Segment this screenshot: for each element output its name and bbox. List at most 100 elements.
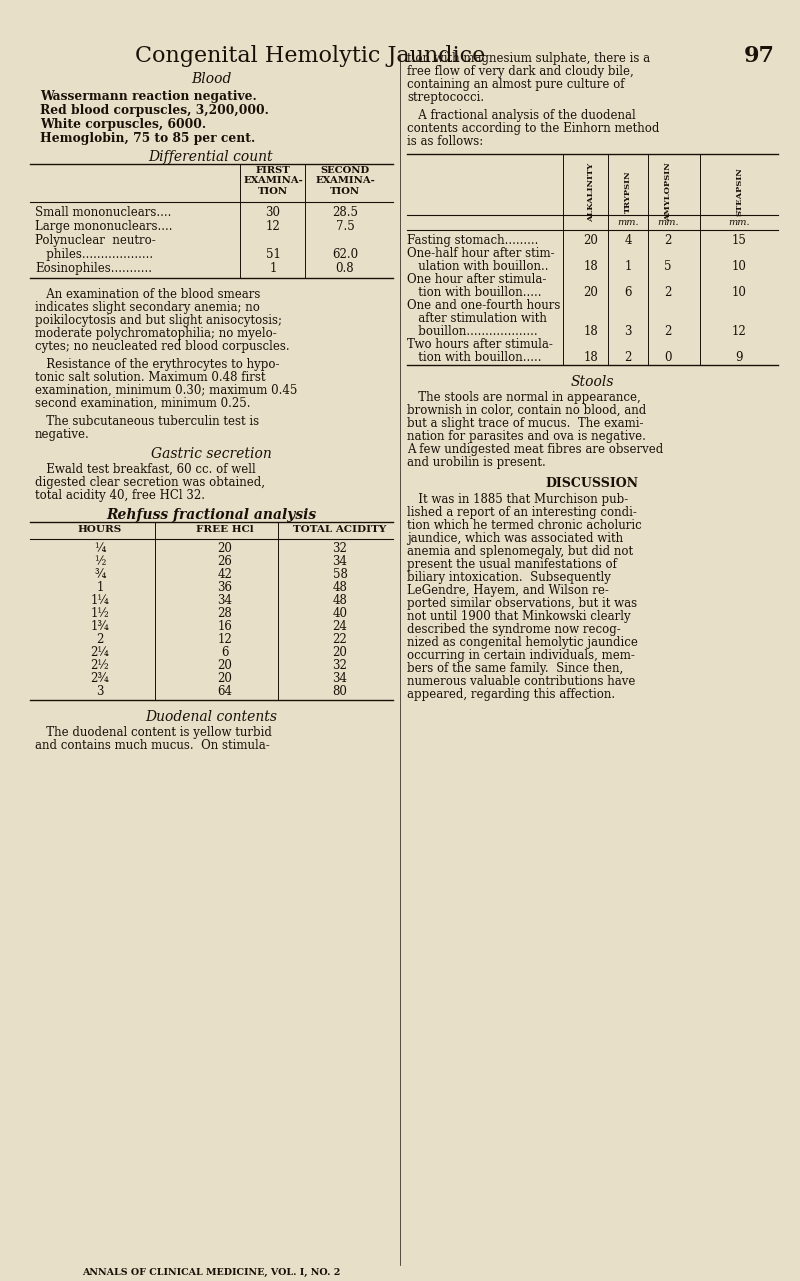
Text: 12: 12 bbox=[266, 220, 280, 233]
Text: 3: 3 bbox=[624, 325, 632, 338]
Text: 12: 12 bbox=[732, 325, 746, 338]
Text: Ewald test breakfast, 60 cc. of well: Ewald test breakfast, 60 cc. of well bbox=[35, 462, 256, 477]
Text: Fasting stomach.........: Fasting stomach......... bbox=[407, 234, 538, 247]
Text: 2: 2 bbox=[664, 234, 672, 247]
Text: bouillon...................: bouillon................... bbox=[407, 325, 538, 338]
Text: HOURS: HOURS bbox=[78, 525, 122, 534]
Text: lished a report of an interesting condi-: lished a report of an interesting condi- bbox=[407, 506, 637, 519]
Text: biliary intoxication.  Subsequently: biliary intoxication. Subsequently bbox=[407, 571, 611, 584]
Text: AMYLOPSIN: AMYLOPSIN bbox=[664, 163, 672, 222]
Text: 2: 2 bbox=[96, 633, 104, 646]
Text: tion with bouillon.....: tion with bouillon..... bbox=[407, 286, 542, 298]
Text: free flow of very dark and cloudy bile,: free flow of very dark and cloudy bile, bbox=[407, 65, 634, 78]
Text: Congenital Hemolytic Jaundice: Congenital Hemolytic Jaundice bbox=[135, 45, 485, 67]
Text: Small mononuclears....: Small mononuclears.... bbox=[35, 206, 171, 219]
Text: 15: 15 bbox=[731, 234, 746, 247]
Text: 51: 51 bbox=[266, 249, 281, 261]
Text: Duodenal contents: Duodenal contents bbox=[145, 710, 277, 724]
Text: Resistance of the erythrocytes to hypo-: Resistance of the erythrocytes to hypo- bbox=[35, 357, 279, 371]
Text: SECOND
EXAMINA-
TION: SECOND EXAMINA- TION bbox=[315, 167, 375, 196]
Text: nized as congenital hemolytic jaundice: nized as congenital hemolytic jaundice bbox=[407, 635, 638, 649]
Text: ¾: ¾ bbox=[94, 567, 106, 582]
Text: after stimulation with: after stimulation with bbox=[407, 313, 547, 325]
Text: 2¾: 2¾ bbox=[90, 673, 110, 685]
Text: TRYPSIN: TRYPSIN bbox=[624, 170, 632, 214]
Text: ¼: ¼ bbox=[94, 542, 106, 555]
Text: Red blood corpuscles, 3,200,000.: Red blood corpuscles, 3,200,000. bbox=[40, 104, 269, 117]
Text: mm.: mm. bbox=[657, 218, 679, 227]
Text: Large mononuclears....: Large mononuclears.... bbox=[35, 220, 173, 233]
Text: anemia and splenomegaly, but did not: anemia and splenomegaly, but did not bbox=[407, 544, 633, 559]
Text: Gastric secretion: Gastric secretion bbox=[150, 447, 271, 461]
Text: Differential count: Differential count bbox=[149, 150, 274, 164]
Text: 20: 20 bbox=[583, 286, 598, 298]
Text: 7.5: 7.5 bbox=[336, 220, 354, 233]
Text: 20: 20 bbox=[583, 234, 598, 247]
Text: 20: 20 bbox=[218, 542, 233, 555]
Text: Two hours after stimula-: Two hours after stimula- bbox=[407, 338, 553, 351]
Text: Eosinophiles...........: Eosinophiles........... bbox=[35, 263, 152, 275]
Text: 64: 64 bbox=[218, 685, 233, 698]
Text: FIRST
EXAMINA-
TION: FIRST EXAMINA- TION bbox=[243, 167, 303, 196]
Text: 4: 4 bbox=[624, 234, 632, 247]
Text: The duodenal content is yellow turbid: The duodenal content is yellow turbid bbox=[35, 726, 272, 739]
Text: 40: 40 bbox=[333, 607, 347, 620]
Text: 30: 30 bbox=[266, 206, 281, 219]
Text: Stools: Stools bbox=[570, 375, 614, 389]
Text: STEAPSIN: STEAPSIN bbox=[735, 168, 743, 216]
Text: 22: 22 bbox=[333, 633, 347, 646]
Text: 2½: 2½ bbox=[90, 658, 110, 673]
Text: 9: 9 bbox=[735, 351, 742, 364]
Text: tonic salt solution. Maximum 0.48 first: tonic salt solution. Maximum 0.48 first bbox=[35, 371, 266, 384]
Text: 6: 6 bbox=[624, 286, 632, 298]
Text: containing an almost pure culture of: containing an almost pure culture of bbox=[407, 78, 625, 91]
Text: contents according to the Einhorn method: contents according to the Einhorn method bbox=[407, 122, 659, 135]
Text: and contains much mucus.  On stimula-: and contains much mucus. On stimula- bbox=[35, 739, 270, 752]
Text: digested clear secretion was obtained,: digested clear secretion was obtained, bbox=[35, 477, 265, 489]
Text: ANNALS OF CLINICAL MEDICINE, VOL. I, NO. 2: ANNALS OF CLINICAL MEDICINE, VOL. I, NO.… bbox=[82, 1268, 340, 1277]
Text: 12: 12 bbox=[218, 633, 232, 646]
Text: 34: 34 bbox=[218, 594, 233, 607]
Text: mm.: mm. bbox=[728, 218, 750, 227]
Text: jaundice, which was associated with: jaundice, which was associated with bbox=[407, 532, 623, 544]
Text: White corpuscles, 6000.: White corpuscles, 6000. bbox=[40, 118, 206, 131]
Text: DISCUSSION: DISCUSSION bbox=[546, 477, 638, 491]
Text: 20: 20 bbox=[333, 646, 347, 658]
Text: Wassermann reaction negative.: Wassermann reaction negative. bbox=[40, 90, 257, 102]
Text: The subcutaneous tuberculin test is: The subcutaneous tuberculin test is bbox=[35, 415, 259, 428]
Text: Polynuclear  neutro-: Polynuclear neutro- bbox=[35, 234, 156, 247]
Text: 97: 97 bbox=[744, 45, 775, 67]
Text: 80: 80 bbox=[333, 685, 347, 698]
Text: 34: 34 bbox=[333, 673, 347, 685]
Text: 34: 34 bbox=[333, 555, 347, 567]
Text: 18: 18 bbox=[584, 325, 598, 338]
Text: 0: 0 bbox=[664, 351, 672, 364]
Text: 1½: 1½ bbox=[90, 607, 110, 620]
Text: Blood: Blood bbox=[191, 72, 231, 86]
Text: total acidity 40, free HCl 32.: total acidity 40, free HCl 32. bbox=[35, 489, 205, 502]
Text: negative.: negative. bbox=[35, 428, 90, 441]
Text: mm.: mm. bbox=[617, 218, 639, 227]
Text: 10: 10 bbox=[731, 260, 746, 273]
Text: One and one-fourth hours: One and one-fourth hours bbox=[407, 298, 560, 313]
Text: One hour after stimula-: One hour after stimula- bbox=[407, 273, 546, 286]
Text: philes...................: philes................... bbox=[35, 249, 153, 261]
Text: described the syndrome now recog-: described the syndrome now recog- bbox=[407, 623, 621, 635]
Text: 28: 28 bbox=[218, 607, 232, 620]
Text: Hemoglobin, 75 to 85 per cent.: Hemoglobin, 75 to 85 per cent. bbox=[40, 132, 255, 145]
Text: Rehfuss fractional analysis: Rehfuss fractional analysis bbox=[106, 509, 316, 521]
Text: ulation with bouillon..: ulation with bouillon.. bbox=[407, 260, 549, 273]
Text: 18: 18 bbox=[584, 260, 598, 273]
Text: 28.5: 28.5 bbox=[332, 206, 358, 219]
Text: cytes; no neucleated red blood corpuscles.: cytes; no neucleated red blood corpuscle… bbox=[35, 339, 290, 354]
Text: nation for parasites and ova is negative.: nation for parasites and ova is negative… bbox=[407, 430, 646, 443]
Text: 24: 24 bbox=[333, 620, 347, 633]
Text: LeGendre, Hayem, and Wilson re-: LeGendre, Hayem, and Wilson re- bbox=[407, 584, 609, 597]
Text: examination, minimum 0.30; maximum 0.45: examination, minimum 0.30; maximum 0.45 bbox=[35, 384, 298, 397]
Text: 48: 48 bbox=[333, 582, 347, 594]
Text: An examination of the blood smears: An examination of the blood smears bbox=[35, 288, 260, 301]
Text: occurring in certain individuals, mem-: occurring in certain individuals, mem- bbox=[407, 649, 635, 662]
Text: 26: 26 bbox=[218, 555, 233, 567]
Text: 20: 20 bbox=[218, 673, 233, 685]
Text: second examination, minimum 0.25.: second examination, minimum 0.25. bbox=[35, 397, 250, 410]
